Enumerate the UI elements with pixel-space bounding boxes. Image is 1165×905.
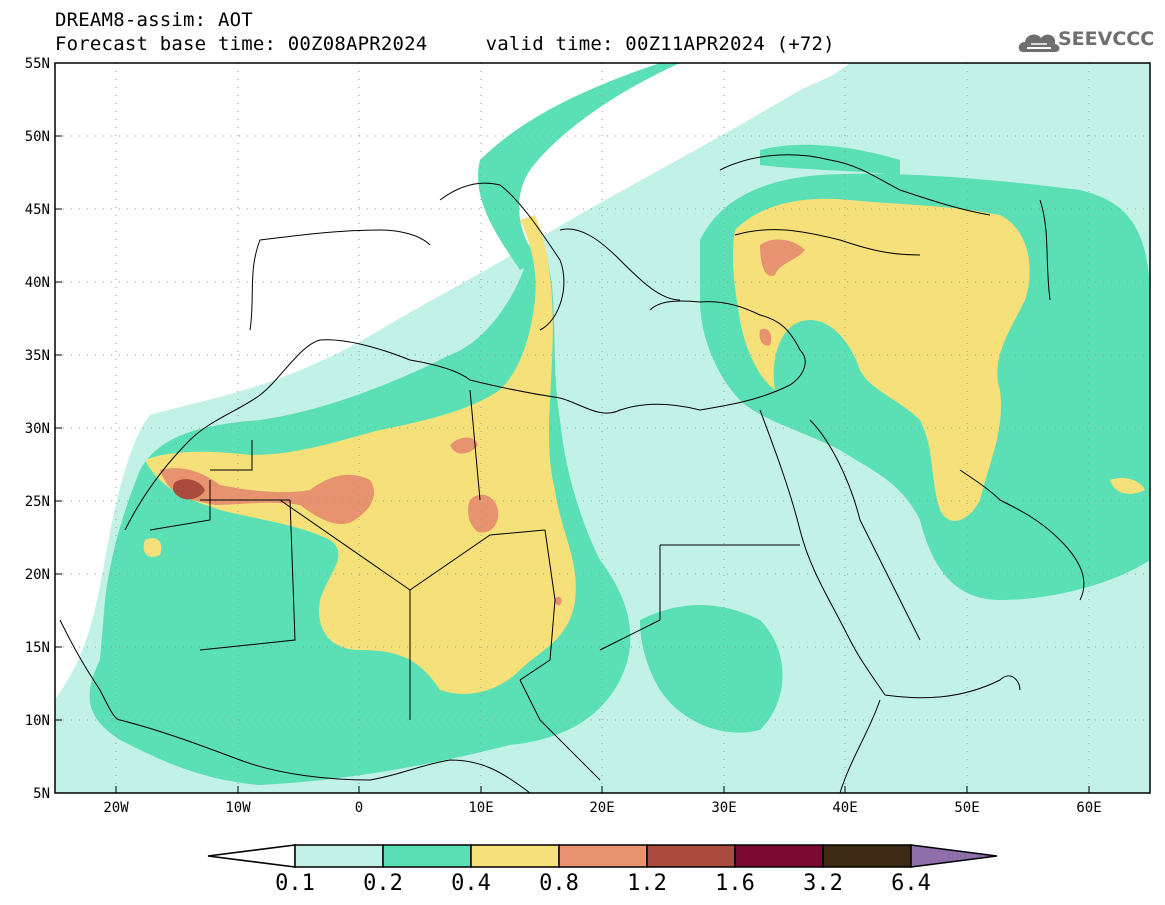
lon-label: 50E	[954, 800, 979, 816]
lat-label: 25N	[25, 494, 50, 510]
colorbar-over-triangle	[910, 844, 998, 868]
aot-level-1.2	[173, 479, 205, 500]
colorbar-swatch	[558, 844, 648, 868]
colorbar-swatch	[470, 844, 560, 868]
lon-label: 60E	[1076, 800, 1101, 816]
colorbar-under-triangle	[207, 844, 296, 868]
map-gridlines	[55, 63, 1150, 793]
colorbar-label: 6.4	[891, 871, 931, 896]
lat-label: 45N	[25, 202, 50, 218]
aot-level-0.4	[143, 198, 1145, 694]
lat-label: 5N	[33, 786, 50, 802]
aot-level-0.8	[160, 239, 805, 606]
lon-label: 30E	[711, 800, 736, 816]
lon-label: 10E	[468, 800, 493, 816]
map-title: DREAM8-assim: AOT	[55, 9, 253, 31]
colorbar-label: 0.4	[451, 871, 491, 896]
colorbar-swatch	[382, 844, 472, 868]
aot-field	[55, 63, 1150, 793]
colorbar-label: 0.8	[539, 871, 579, 896]
lat-label: 50N	[25, 129, 50, 145]
colorbar-swatch	[646, 844, 736, 868]
lat-label: 35N	[25, 348, 50, 364]
colorbar-label: 1.2	[627, 871, 667, 896]
logo-text: SEEVCCC	[1058, 28, 1155, 50]
colorbar-swatch	[822, 844, 912, 868]
coastlines	[59, 154, 1085, 793]
colorbar-label: 0.1	[275, 871, 315, 896]
latitude-labels: 55N 50N 45N 40N 35N 30N 25N 20N 15N 10N …	[25, 56, 50, 802]
lat-label: 55N	[25, 56, 50, 72]
lat-label: 40N	[25, 275, 50, 291]
lon-label: 20W	[103, 800, 129, 816]
lon-label: 10W	[225, 800, 251, 816]
axis-ticks	[55, 62, 1090, 794]
lon-label: 0	[355, 800, 363, 816]
lat-label: 10N	[25, 713, 50, 729]
longitude-labels: 20W 10W 0 10E 20E 30E 40E 50E 60E	[103, 800, 1101, 816]
lon-label: 20E	[589, 800, 614, 816]
colorbar-swatch	[294, 844, 384, 868]
lat-label: 30N	[25, 421, 50, 437]
lat-label: 15N	[25, 640, 50, 656]
lat-label: 20N	[25, 567, 50, 583]
colorbar-label: 3.2	[803, 871, 843, 896]
colorbar-label: 0.2	[363, 871, 403, 896]
colorbar-swatch	[734, 844, 824, 868]
colorbar	[207, 844, 998, 868]
lon-label: 40E	[832, 800, 857, 816]
forecast-time-line: Forecast base time: 00Z08APR2024 valid t…	[55, 33, 835, 55]
cloud-logo-icon	[1018, 34, 1060, 52]
colorbar-label: 1.6	[715, 871, 755, 896]
